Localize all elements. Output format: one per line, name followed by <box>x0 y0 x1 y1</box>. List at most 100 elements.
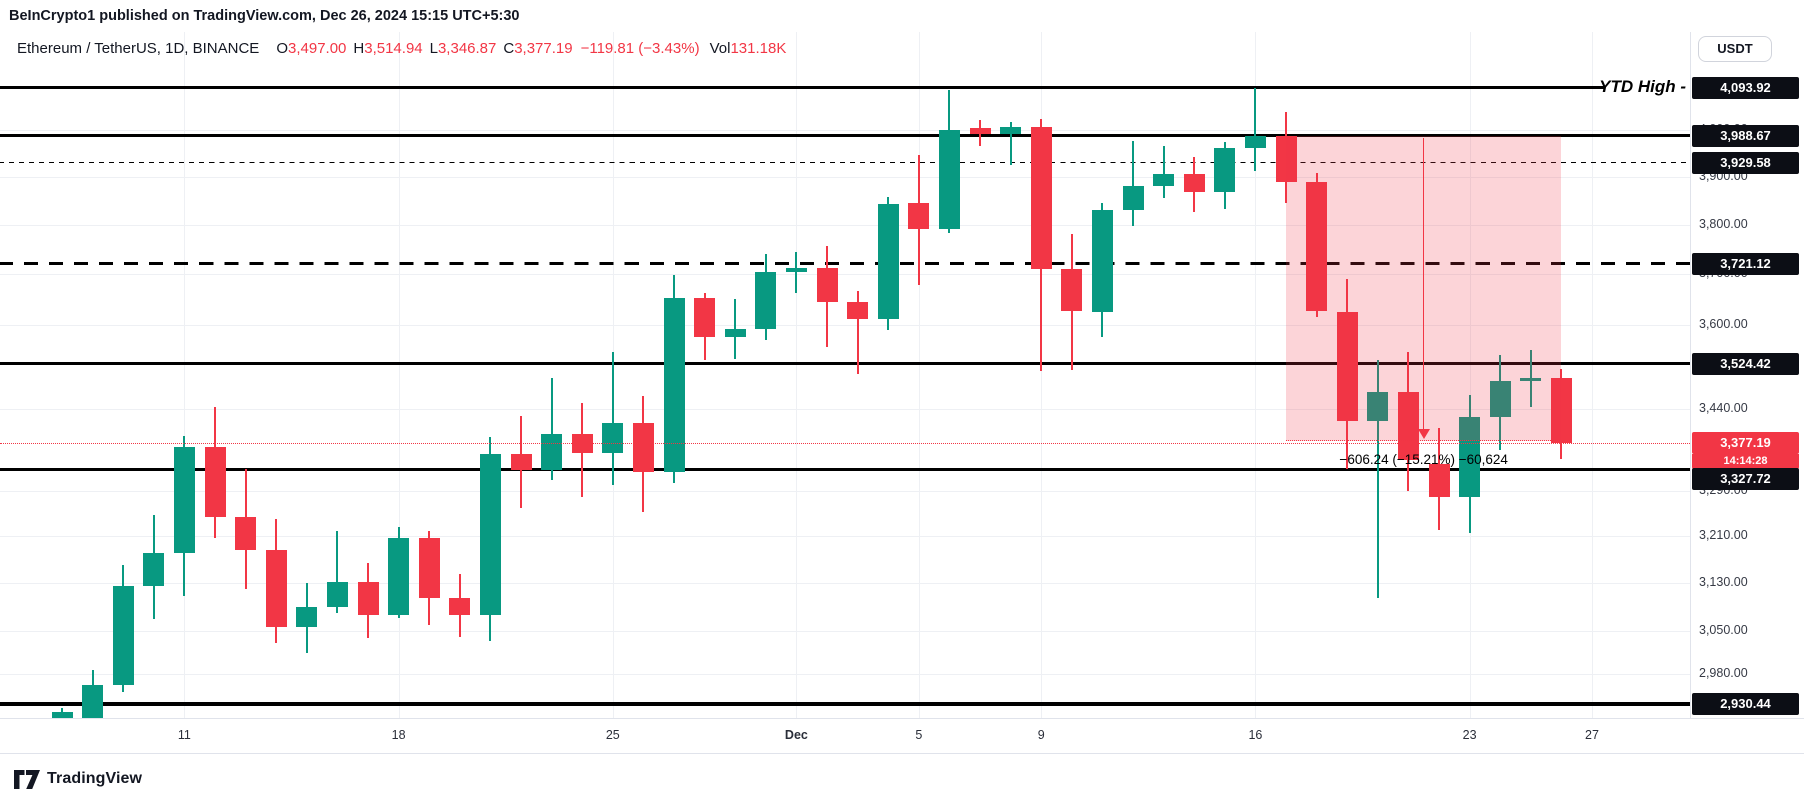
candle-body <box>632 423 654 473</box>
horizontal-gridline <box>0 673 1690 675</box>
price-tick-label: 3,130.00 <box>1699 574 1748 589</box>
vertical-gridline <box>1592 32 1593 718</box>
vertical-gridline <box>1469 32 1471 718</box>
price-tick-label: 3,600.00 <box>1699 316 1748 331</box>
candle-body <box>1000 126 1022 135</box>
candle-body <box>51 712 73 718</box>
level-line <box>0 468 1690 472</box>
candle-body <box>510 454 532 470</box>
price-level-badge: 3,988.67 <box>1692 124 1799 147</box>
time-axis-label: 25 <box>605 728 620 742</box>
tradingview-logo-text: TradingView <box>47 770 143 787</box>
publish-title: BeInCrypto1 published on TradingView.com… <box>9 8 520 24</box>
candle-body <box>388 537 410 615</box>
volume-label: Vol <box>709 40 731 57</box>
vertical-gridline <box>398 32 400 718</box>
candle-body <box>296 606 318 627</box>
level-line <box>0 362 1690 366</box>
candle-body <box>755 272 777 329</box>
horizontal-gridline <box>0 177 1690 179</box>
price-chart-plot[interactable]: YTD High - −606.24 (−15.21%) −60,624 <box>0 32 1690 718</box>
volume-value: 131.18K <box>730 40 787 57</box>
time-axis-label: 5 <box>915 728 923 742</box>
price-level-badge: 3,327.72 <box>1692 467 1799 490</box>
candle-wick <box>1132 141 1134 226</box>
candle-body <box>602 423 624 454</box>
candle-body <box>143 553 165 587</box>
candle-body <box>785 267 807 273</box>
ohlc-key: O <box>276 40 288 57</box>
level-line-label: YTD High - <box>1599 76 1686 96</box>
horizontal-gridline <box>0 630 1690 632</box>
candle-body <box>847 301 869 320</box>
candle-body <box>1214 148 1236 193</box>
candle-wick <box>1162 146 1165 199</box>
current-price-line <box>0 442 1690 444</box>
candle-body <box>541 433 563 470</box>
chart-legend: Ethereum / TetherUS, 1D, BINANCE O3,497.0… <box>17 40 786 58</box>
candle-body <box>663 297 685 473</box>
candle-body <box>357 581 379 615</box>
candle-body <box>724 328 746 338</box>
time-axis-label: 27 <box>1585 728 1599 742</box>
candle-wick <box>336 530 339 613</box>
horizontal-gridline <box>0 274 1690 276</box>
candle-body <box>908 202 930 230</box>
candle-body <box>235 516 257 550</box>
current-price-badge: 3,377.19 <box>1692 431 1799 454</box>
price-tick-label: 3,210.00 <box>1699 528 1748 543</box>
time-axis-label: Dec <box>784 728 808 742</box>
candle-body <box>112 586 134 685</box>
horizontal-gridline <box>0 324 1690 326</box>
candle-body <box>1275 135 1297 182</box>
candle-wick <box>856 290 859 375</box>
candle-wick <box>611 352 614 485</box>
candle-body <box>1459 416 1481 498</box>
candle-body <box>1091 210 1113 312</box>
horizontal-gridline <box>0 536 1690 538</box>
horizontal-gridline <box>0 225 1690 226</box>
candle-body <box>1153 174 1175 186</box>
horizontal-gridline <box>0 408 1690 410</box>
level-line <box>0 702 1690 707</box>
candle-wick <box>1376 359 1379 599</box>
level-line <box>0 262 1690 266</box>
price-level-badge: 3,524.42 <box>1692 352 1799 375</box>
candle-body <box>82 684 104 718</box>
ohlc-key: L <box>429 40 438 57</box>
time-axis-label: 23 <box>1462 728 1477 742</box>
candle-wick <box>1009 121 1012 166</box>
candle-body <box>1244 135 1266 149</box>
candle-body <box>173 447 195 553</box>
candle-body <box>1489 381 1511 417</box>
candle-body <box>1367 392 1389 421</box>
ohlc-value: 3,346.87 <box>437 40 497 57</box>
price-axis[interactable]: USDT 4,000.003,900.003,800.003,700.003,6… <box>1690 32 1804 718</box>
price-tick-label: 3,440.00 <box>1699 400 1748 415</box>
candle-body <box>1550 378 1572 443</box>
time-axis[interactable]: 11 18 25 Dec 5 9 16 23 27 <box>0 718 1804 754</box>
candle-body <box>938 129 960 230</box>
price-level-badge: 2,930.44 <box>1692 693 1799 716</box>
level-line <box>0 162 1690 164</box>
candle-body <box>1336 311 1358 421</box>
candle-body <box>418 537 440 598</box>
price-level-badge: 3,721.12 <box>1692 252 1799 275</box>
price-tick-label: 2,980.00 <box>1699 665 1748 680</box>
horizontal-gridline <box>0 490 1690 492</box>
price-tick-label: 3,050.00 <box>1699 622 1748 637</box>
ohlc-readout: O3,497.00 H3,514.94 L3,346.87 C3,377.19 <box>269 40 572 57</box>
price-tick-label: 3,800.00 <box>1699 217 1748 231</box>
candle-wick <box>1529 349 1532 407</box>
measurement-line <box>1422 137 1425 430</box>
ohlc-key: C <box>503 40 515 57</box>
ohlc-value: 3,514.94 <box>364 40 423 57</box>
tradingview-logo[interactable]: TradingView <box>14 766 142 792</box>
candle-wick <box>795 251 798 293</box>
candle-body <box>1183 174 1205 193</box>
time-axis-label: 18 <box>391 728 406 742</box>
time-axis-label: 9 <box>1037 728 1045 742</box>
currency-toggle-button[interactable]: USDT <box>1698 36 1772 62</box>
vertical-gridline <box>796 32 798 718</box>
